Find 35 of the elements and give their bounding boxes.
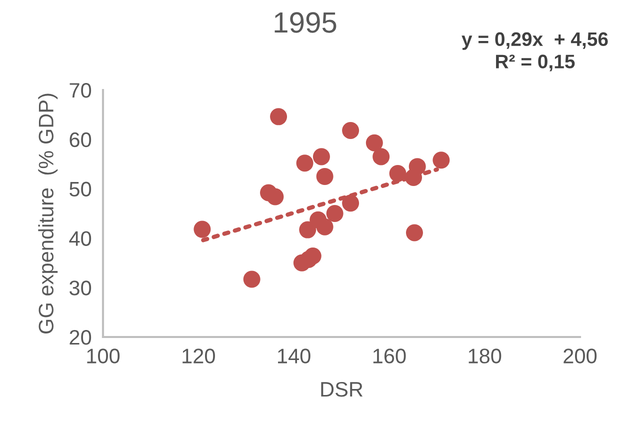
point	[316, 168, 334, 185]
point	[296, 154, 314, 172]
y-tick-label: 20	[70, 330, 92, 345]
point	[432, 152, 450, 169]
point	[270, 108, 288, 126]
y-tick-label: 70	[70, 83, 92, 98]
point	[342, 122, 360, 140]
point	[299, 221, 316, 238]
y-tick-label: 30	[70, 280, 92, 296]
text: y = 0,29x + 4,56 R² = 0,15	[462, 32, 608, 72]
x-tick-label: 180	[468, 348, 502, 364]
point	[366, 134, 383, 152]
point	[405, 168, 422, 186]
x-tick-label: 140	[278, 348, 310, 364]
point	[312, 148, 330, 166]
point	[194, 220, 211, 238]
x-axis-title: DSR	[321, 382, 363, 397]
point	[406, 224, 423, 242]
x-tick-label: 120	[182, 348, 215, 364]
point	[372, 148, 390, 166]
x-tick-label: 100	[87, 348, 120, 364]
chart-title: 1995	[274, 12, 336, 33]
x-tick-label: 200	[564, 348, 597, 364]
point	[266, 188, 284, 206]
y-tick-label: 40	[69, 231, 92, 246]
point	[316, 218, 334, 236]
y-tick-label: 50	[70, 182, 92, 197]
y-axis-title: GG expenditure (% GDP)	[38, 94, 58, 334]
point	[389, 164, 406, 182]
point	[300, 250, 318, 268]
point	[243, 270, 260, 288]
point	[342, 194, 360, 212]
x-tick-label: 160	[373, 348, 406, 364]
point	[326, 204, 344, 222]
y-tick-label: 60	[70, 132, 92, 148]
